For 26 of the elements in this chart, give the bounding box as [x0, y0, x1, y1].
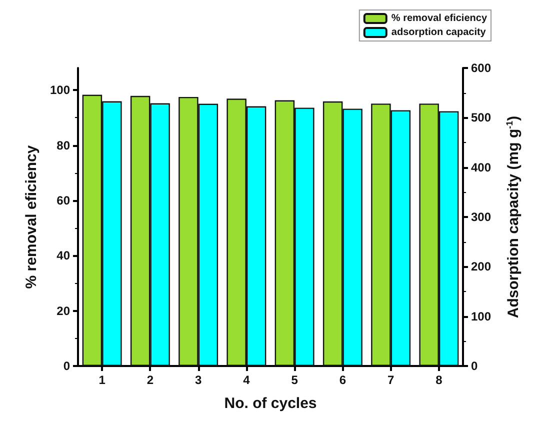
- x-axis-title: No. of cycles: [224, 395, 317, 412]
- legend-label: adsorption capacity: [391, 27, 486, 38]
- y2-tick-label: 100: [471, 309, 492, 324]
- y-tick-label: 40: [56, 248, 70, 263]
- y-tick-label: 100: [50, 83, 70, 98]
- y2-axis-title: Adsorption capacity (mg g-1): [504, 116, 522, 318]
- y-tick-label: 60: [56, 193, 70, 208]
- y-axis-title: % removal eficiency: [23, 144, 40, 289]
- y2-tick-label: 200: [471, 260, 492, 274]
- y-tick-label: 0: [63, 359, 70, 373]
- x-tick-label: 1: [98, 373, 106, 387]
- x-tick-label: 4: [243, 373, 250, 387]
- y2-tick-label: 600: [471, 61, 492, 75]
- y-tick-label: 80: [56, 138, 70, 152]
- x-tick-label: 5: [291, 373, 298, 387]
- x-tick-label: 8: [436, 373, 443, 387]
- y-tick-label: 20: [56, 304, 70, 318]
- y2-tick-label: 500: [471, 110, 492, 125]
- y2-tick-label: 300: [471, 210, 492, 224]
- y2-tick-label: 0: [471, 359, 478, 373]
- x-tick-label: 2: [146, 373, 154, 387]
- legend-label: % removal eficiency: [391, 13, 488, 24]
- x-tick-label: 7: [387, 373, 394, 387]
- x-tick-label: 3: [194, 373, 202, 387]
- y2-tick-label: 400: [471, 160, 492, 174]
- x-tick-label: 6: [339, 373, 346, 387]
